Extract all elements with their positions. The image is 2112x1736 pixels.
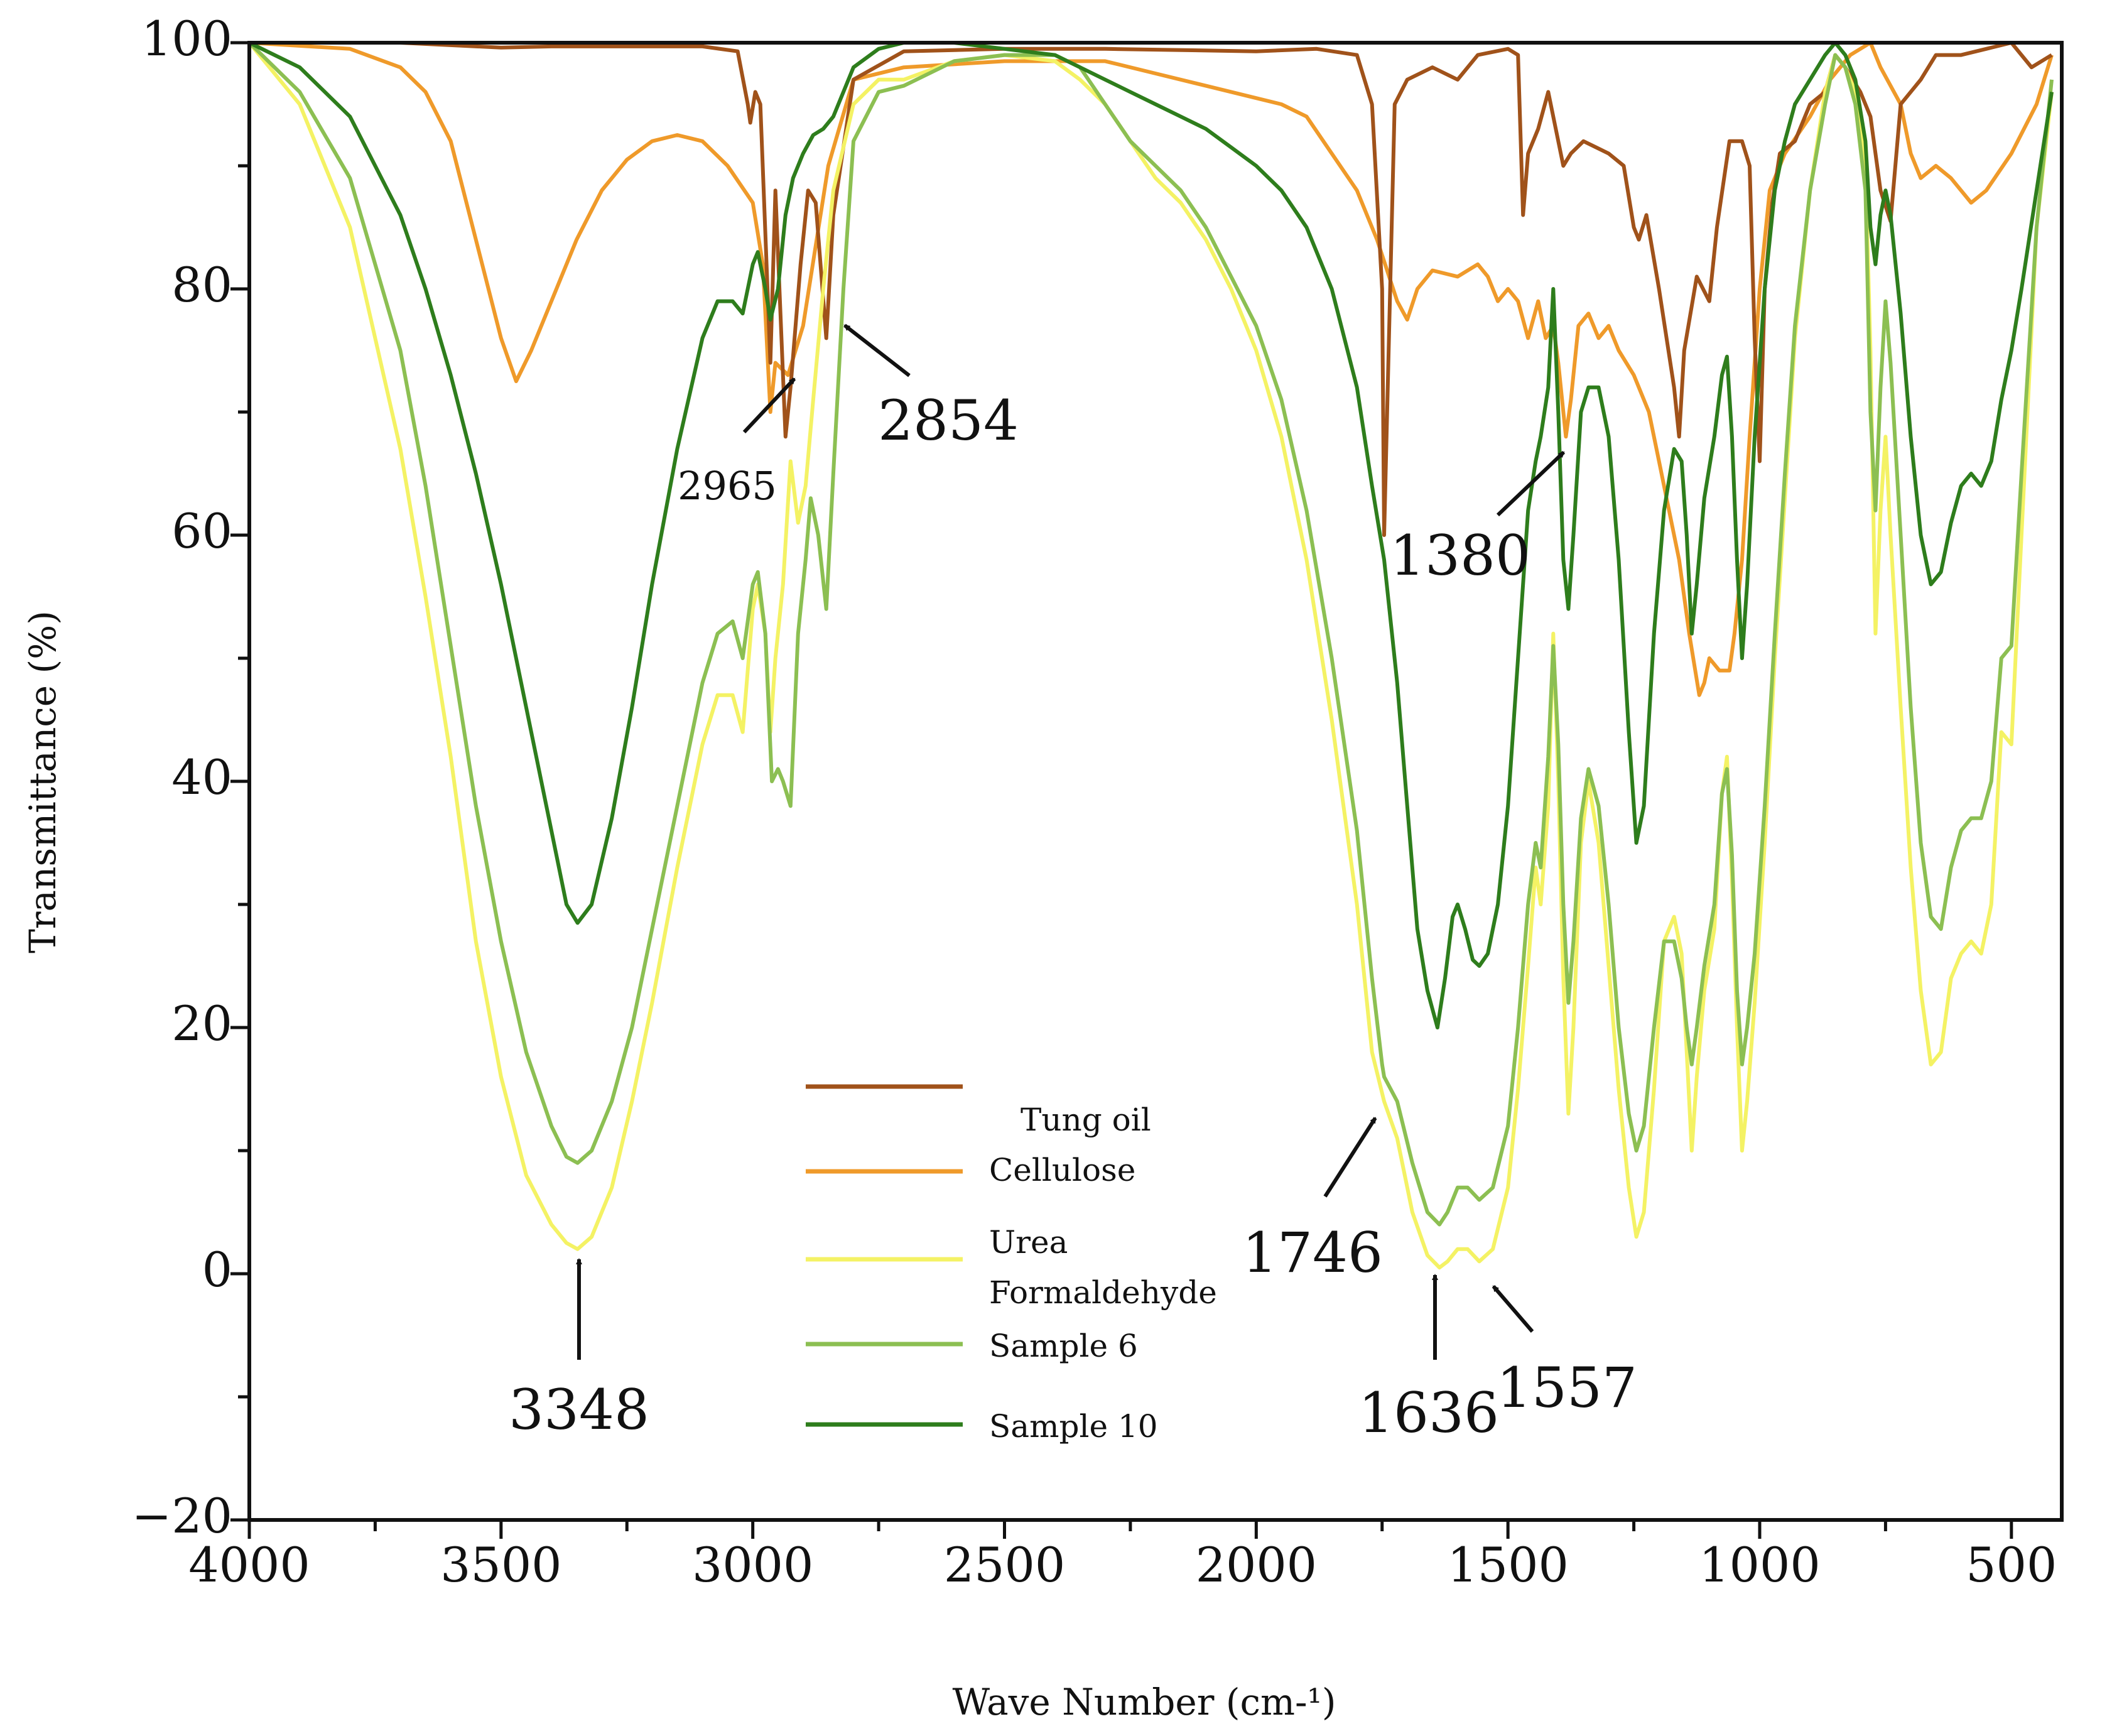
y-tick-label: 40 (171, 749, 232, 805)
x-tick-label: 1000 (1699, 1537, 1820, 1593)
y-tick-label: 20 (171, 995, 232, 1051)
annotation-arrow-2854 (843, 323, 911, 377)
y-tick-label: 100 (141, 11, 232, 67)
series-line-urea-formaldehyde (247, 41, 2054, 1270)
y-axis-ticks (230, 41, 249, 1522)
annotation-label-2965: 2965 (678, 463, 777, 509)
series-layer (247, 41, 2054, 1270)
legend-label-sample-6: Sample 6 (989, 1328, 1138, 1364)
annotation-label-3348: 3348 (509, 1377, 649, 1442)
y-tick-label: −20 (132, 1488, 232, 1544)
annotation-arrow-2965 (742, 377, 796, 434)
y-tick-labels: −20 0 20 40 60 80 100 (132, 11, 232, 1544)
annotation-label-1380: 1380 (1390, 523, 1530, 588)
x-tick-label: 4000 (188, 1537, 310, 1593)
y-axis-title: Transmittance (%) (21, 610, 64, 953)
y-tick-label: 80 (171, 257, 232, 313)
annotation-label-1557: 1557 (1497, 1355, 1637, 1420)
annotation-arrow-1380 (1496, 450, 1566, 517)
legend-label-sample-10: Sample 10 (989, 1408, 1158, 1445)
annotations: 3348 2965 2854 1380 1746 1636 1557 (509, 323, 1637, 1445)
x-tick-label: 1500 (1447, 1537, 1568, 1593)
x-axis-title: Wave Number (cm-¹) (953, 1681, 1336, 1723)
legend-label-urea: Urea (989, 1224, 1068, 1261)
annotation-arrow-1557 (1492, 1285, 1534, 1333)
y-tick-label: 0 (202, 1242, 232, 1298)
x-tick-label: 2500 (944, 1537, 1065, 1593)
series-line-sample-10 (248, 41, 2054, 1029)
legend-label-cellulose: Cellulose (989, 1152, 1135, 1188)
legend: Tung oil Cellulose Urea Formaldehyde Sam… (791, 1008, 1240, 1473)
y-tick-label: 60 (171, 503, 232, 559)
series-line-sample-6 (247, 41, 2054, 1227)
annotation-label-2854: 2854 (878, 388, 1019, 453)
x-axis-ticks (247, 1520, 2013, 1539)
x-tick-label: 3500 (440, 1537, 561, 1593)
legend-label-tung-oil: Tung oil (1021, 1102, 1151, 1138)
x-tick-label: 2000 (1196, 1537, 1317, 1593)
series-line-cellulose (249, 41, 2054, 697)
annotation-arrow-1746 (1323, 1117, 1377, 1198)
annotation-label-1636: 1636 (1358, 1381, 1499, 1445)
x-tick-label: 3000 (692, 1537, 813, 1593)
x-tick-label: 500 (1966, 1537, 2057, 1593)
annotation-label-1746: 1746 (1242, 1220, 1383, 1285)
series-line-tung-oil (249, 41, 2053, 537)
legend-label-formaldehyde: Formaldehyde (989, 1274, 1217, 1311)
x-tick-labels: 4000 3500 3000 2500 2000 1500 1000 500 (188, 1537, 2057, 1593)
